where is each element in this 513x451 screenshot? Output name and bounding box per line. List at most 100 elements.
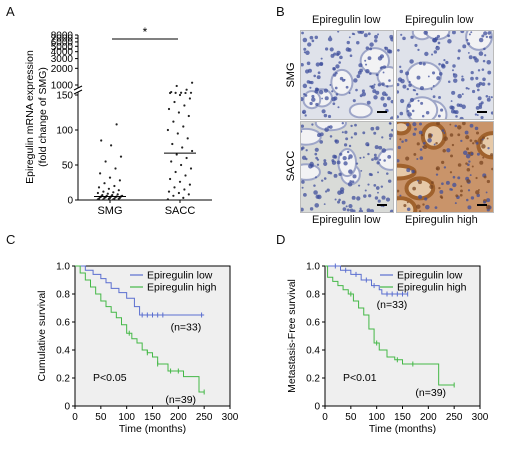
nucleus [483, 175, 487, 179]
nucleus [386, 49, 392, 54]
nucleus [431, 53, 434, 56]
y-tick-label: 8000 [51, 31, 74, 42]
nucleus [369, 85, 372, 88]
nucleus [467, 87, 470, 90]
nucleus [347, 181, 353, 187]
nucleus [438, 72, 443, 76]
nucleus [364, 189, 367, 192]
nucleus [353, 78, 358, 83]
nucleus [486, 198, 491, 203]
nucleus [359, 68, 363, 73]
nucleus [374, 34, 378, 39]
nucleus [421, 134, 424, 137]
nucleus [314, 147, 319, 152]
nucleus [483, 200, 486, 204]
nucleus [397, 189, 400, 193]
nucleus [356, 41, 360, 45]
chart-d-legend-label-1: Epiregulin high [397, 282, 467, 294]
nucleus [331, 90, 334, 93]
data-point [174, 170, 177, 174]
nucleus [339, 152, 343, 156]
nucleus [427, 138, 432, 143]
nucleus [349, 208, 354, 212]
nucleus [475, 190, 480, 195]
nucleus [399, 111, 404, 116]
chart-c-pvalue: P<0.05 [93, 372, 127, 384]
nucleus [362, 156, 365, 159]
nucleus [401, 140, 404, 143]
nucleus [319, 132, 324, 137]
nucleus [405, 123, 410, 127]
data-point [175, 84, 178, 88]
nucleus [323, 161, 328, 166]
nucleus [381, 91, 387, 96]
nucleus [351, 195, 356, 200]
nucleus [455, 115, 458, 118]
nucleus [490, 153, 493, 157]
nucleus [465, 87, 469, 90]
nucleus [452, 182, 457, 188]
data-point [103, 182, 106, 185]
nucleus [337, 106, 340, 109]
nucleus [439, 190, 444, 194]
chart-d-pvalue: P<0.01 [343, 372, 377, 384]
nucleus [313, 74, 317, 78]
nucleus [402, 36, 406, 41]
data-point [188, 183, 191, 186]
chart-c-kaplan-meier: 0 0.2 0.4 0.6 0.8 1.0 0 50 100 150 200 250 300 Time (… [36, 262, 239, 436]
nucleus [467, 52, 470, 54]
data-point [107, 187, 110, 190]
nucleus [309, 101, 313, 106]
data-point [172, 194, 175, 197]
nucleus [335, 93, 339, 96]
nucleus [367, 32, 371, 36]
data-point [170, 90, 173, 94]
nucleus [317, 194, 322, 200]
chart-d-x-tick-label: 250 [446, 412, 463, 423]
data-point [186, 137, 189, 140]
nucleus [490, 96, 493, 99]
nucleus [348, 203, 353, 209]
data-point [177, 111, 180, 114]
nucleus [450, 154, 454, 158]
nucleus [475, 131, 480, 135]
nucleus [314, 203, 320, 208]
nucleus [301, 155, 307, 160]
nucleus [403, 204, 407, 208]
nucleus [361, 91, 366, 97]
nucleus [413, 152, 417, 156]
nucleus [332, 102, 336, 106]
nucleus [476, 114, 479, 116]
nucleus [430, 181, 434, 184]
nucleus [406, 109, 410, 113]
nucleus [314, 35, 319, 40]
nucleus [375, 73, 379, 77]
nucleus [389, 34, 393, 39]
data-point [166, 198, 169, 201]
nucleus [441, 182, 444, 186]
nucleus [432, 84, 435, 87]
nucleus [353, 132, 358, 136]
nucleus [344, 130, 348, 134]
nucleus [417, 48, 420, 52]
nucleus [431, 71, 436, 75]
data-point [115, 123, 118, 126]
nucleus [439, 195, 443, 199]
data-point [187, 114, 190, 118]
x-tick-label: SACC [165, 205, 196, 217]
data-point [180, 163, 183, 167]
nucleus [432, 95, 436, 99]
micrograph-texture [301, 31, 393, 119]
nucleus [490, 111, 493, 115]
nucleus [301, 31, 304, 35]
nucleus [318, 89, 324, 95]
nucleus [485, 35, 489, 39]
nucleus [422, 62, 426, 66]
nucleus [481, 82, 486, 86]
nucleus [443, 136, 448, 141]
nucleus [316, 163, 320, 166]
nucleus [323, 203, 326, 206]
nucleus [329, 125, 333, 129]
nucleus [481, 34, 485, 38]
data-point [188, 97, 191, 100]
